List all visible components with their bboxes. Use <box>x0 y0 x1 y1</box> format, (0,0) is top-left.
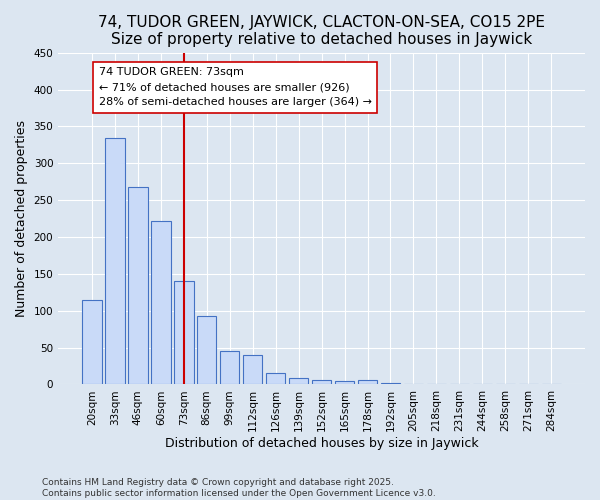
X-axis label: Distribution of detached houses by size in Jaywick: Distribution of detached houses by size … <box>165 437 478 450</box>
Bar <box>381 383 400 384</box>
Bar <box>82 300 101 384</box>
Bar <box>289 378 308 384</box>
Bar <box>243 355 262 384</box>
Bar <box>197 316 217 384</box>
Bar <box>174 282 194 385</box>
Bar <box>358 380 377 384</box>
Bar <box>151 221 170 384</box>
Bar <box>266 374 286 384</box>
Bar <box>105 138 125 384</box>
Bar <box>335 381 355 384</box>
Bar <box>220 352 239 384</box>
Y-axis label: Number of detached properties: Number of detached properties <box>15 120 28 317</box>
Bar <box>128 187 148 384</box>
Text: Contains HM Land Registry data © Crown copyright and database right 2025.
Contai: Contains HM Land Registry data © Crown c… <box>42 478 436 498</box>
Text: 74 TUDOR GREEN: 73sqm
← 71% of detached houses are smaller (926)
28% of semi-det: 74 TUDOR GREEN: 73sqm ← 71% of detached … <box>99 68 372 107</box>
Bar <box>312 380 331 384</box>
Title: 74, TUDOR GREEN, JAYWICK, CLACTON-ON-SEA, CO15 2PE
Size of property relative to : 74, TUDOR GREEN, JAYWICK, CLACTON-ON-SEA… <box>98 15 545 48</box>
